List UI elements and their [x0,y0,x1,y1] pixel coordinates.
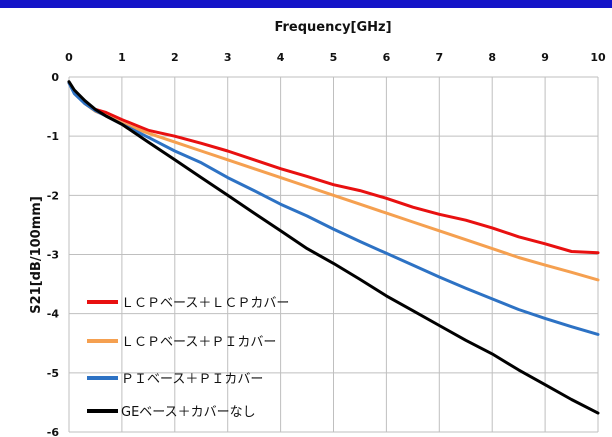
x-tick-label: 0 [65,51,73,64]
x-tick-label: 10 [590,51,606,64]
legend: ＬＣＰベース＋ＬＣＰカバー ＬＣＰベース＋ＰＩカバー ＰＩベース＋ＰＩカバー GEベー… [87,296,289,420]
x-tick-label: 6 [383,51,391,64]
y-axis-title: S21[dB/100mm] [29,196,44,314]
x-tick-label: 5 [330,51,338,64]
legend-label: ＰＩベース＋ＰＩカバー [121,372,263,387]
y-tick-label: -1 [47,130,59,143]
legend-label: GEベース＋カバーなし [121,405,256,420]
header-bar [0,0,612,8]
x-tick-label: 2 [171,51,179,64]
y-tick-label: -5 [47,367,59,380]
series-line-0 [67,81,600,255]
y-tick-label: -4 [47,308,60,321]
series-line-3 [67,80,600,415]
legend-label: ＬＣＰベース＋ＰＩカバー [121,335,276,350]
y-tick-labels: 0 -1 -2 -3 -4 -5 -6 [47,71,60,437]
y-tick-label: -6 [47,426,60,437]
y-tick-label: -2 [47,189,59,202]
series-lines [67,80,600,415]
y-tick-label: -3 [47,249,59,262]
y-tick-label: 0 [51,71,59,84]
x-tick-label: 4 [277,51,285,64]
x-tick-label: 8 [488,51,496,64]
x-tick-label: 3 [224,51,232,64]
legend-label: ＬＣＰベース＋ＬＣＰカバー [121,296,289,311]
x-tick-label: 9 [541,51,549,64]
x-tick-label: 7 [435,51,443,64]
x-axis-title: Frequency[GHz] [274,20,391,35]
x-tick-labels: 0 1 2 3 4 5 6 7 8 9 10 [65,51,606,64]
x-tick-label: 1 [118,51,126,64]
